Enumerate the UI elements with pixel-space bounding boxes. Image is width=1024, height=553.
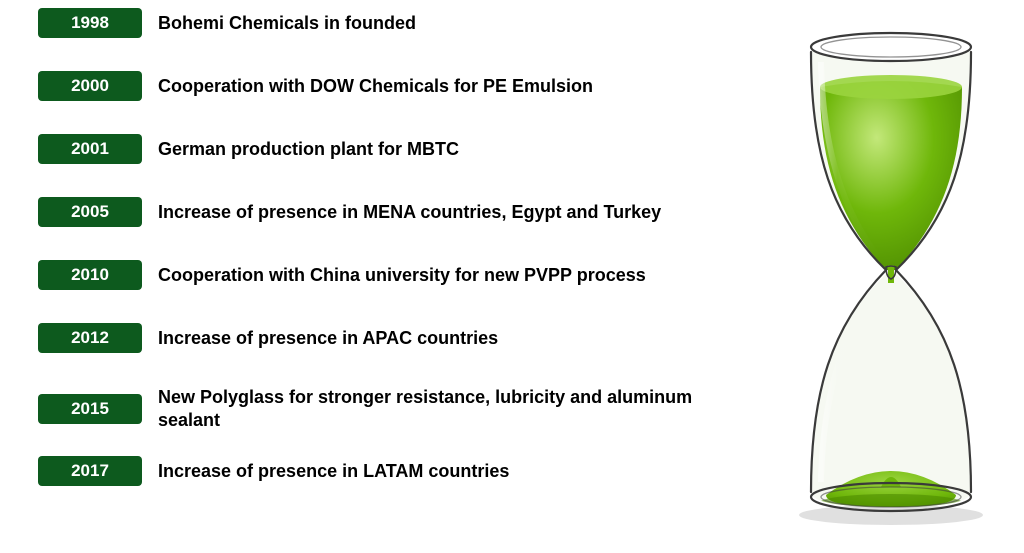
event-text: Cooperation with DOW Chemicals for PE Em… xyxy=(158,75,593,98)
timeline-row: 2001 German production plant for MBTC xyxy=(38,134,758,164)
hourglass-illustration xyxy=(776,8,1006,536)
event-text: Increase of presence in APAC countries xyxy=(158,327,498,350)
timeline-row: 2005 Increase of presence in MENA countr… xyxy=(38,197,758,227)
event-text: Cooperation with China university for ne… xyxy=(158,264,646,287)
timeline-list: 1998 Bohemi Chemicals in founded 2000 Co… xyxy=(38,8,758,519)
event-text: New Polyglass for stronger resistance, l… xyxy=(158,386,738,431)
year-badge: 2012 xyxy=(38,323,142,353)
year-badge: 1998 xyxy=(38,8,142,38)
event-text: German production plant for MBTC xyxy=(158,138,459,161)
timeline-row: 2010 Cooperation with China university f… xyxy=(38,260,758,290)
event-text: Increase of presence in MENA countries, … xyxy=(158,201,661,224)
year-badge: 2010 xyxy=(38,260,142,290)
event-text: Increase of presence in LATAM countries xyxy=(158,460,509,483)
year-badge: 2005 xyxy=(38,197,142,227)
timeline-row: 2015 New Polyglass for stronger resistan… xyxy=(38,386,758,431)
timeline-row: 2012 Increase of presence in APAC countr… xyxy=(38,323,758,353)
year-badge: 2001 xyxy=(38,134,142,164)
timeline-row: 1998 Bohemi Chemicals in founded xyxy=(38,8,758,38)
hourglass-icon xyxy=(786,17,996,527)
timeline-row: 2017 Increase of presence in LATAM count… xyxy=(38,456,758,486)
event-text: Bohemi Chemicals in founded xyxy=(158,12,416,35)
year-badge: 2000 xyxy=(38,71,142,101)
timeline-row: 2000 Cooperation with DOW Chemicals for … xyxy=(38,71,758,101)
year-badge: 2015 xyxy=(38,394,142,424)
year-badge: 2017 xyxy=(38,456,142,486)
